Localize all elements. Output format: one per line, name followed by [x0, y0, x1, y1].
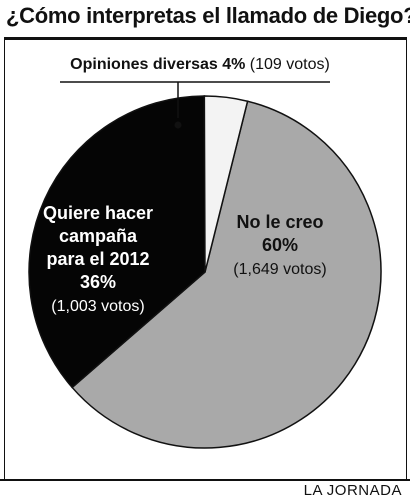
slice-label-quiere-hacer-line-3: para el 2012 [46, 249, 149, 269]
callout-dot [174, 121, 182, 129]
right-border [406, 40, 407, 480]
title-rule [4, 37, 407, 40]
slice-label-opiniones-diversas-4-votes: (109 votos) [250, 56, 330, 73]
bottom-border [0, 479, 410, 481]
pie-slice-no-le-creo [71, 100, 382, 449]
slice-label-quiere-hacer-votes: (1,003 votos) [51, 298, 144, 315]
pie-slices [28, 95, 382, 449]
slice-label-quiere-hacer-line-2: campaña [59, 226, 138, 246]
slice-label-quiere-hacer-line-1: Quiere hacer [43, 203, 153, 223]
slice-label-quiere-hacer-percent: 36% [80, 272, 116, 292]
source-credit: LA JORNADA [303, 482, 402, 499]
pie-slice-quiere-hacer [28, 95, 206, 389]
slice-label-no-le-creo-percent: 60% [262, 235, 298, 255]
chart-title: ¿Cómo interpretas el llamado de Diego? [6, 3, 410, 28]
slice-label-no-le-creo-line-1: No le creo [236, 212, 323, 232]
pie-slice-opiniones-diversas-4 [203, 95, 249, 273]
slice-label-no-le-creo-votes: (1,649 votos) [233, 261, 326, 278]
slice-label-opiniones-diversas-4-title: Opiniones diversas 4% [70, 56, 250, 73]
pie-labels: No le creo 60% (1,649 votos) Quiere hacer ca… [43, 56, 330, 315]
slice-label-opiniones-diversas-4: Opiniones diversas 4% (109 votos) [70, 56, 330, 73]
left-border [4, 40, 5, 480]
